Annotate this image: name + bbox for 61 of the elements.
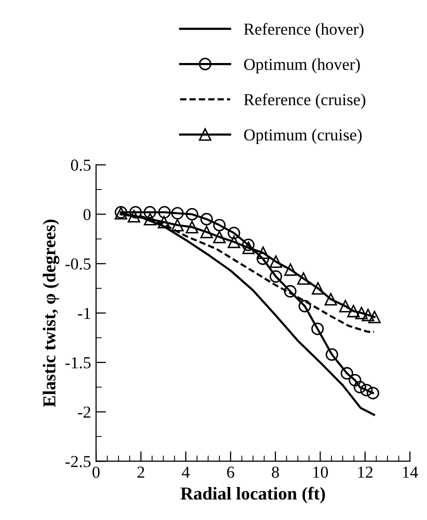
point [347,304,360,318]
x-tick-label: 2 [137,466,144,478]
point [298,300,312,312]
point [129,206,142,219]
point [144,206,156,219]
y-tick-label: 0.5 [71,160,91,171]
y-tick-label: -2 [78,406,90,418]
y-tick-label: -1.5 [65,357,91,368]
point [297,272,310,285]
point [360,384,373,396]
y-tick-label: -2.5 [65,456,91,468]
point [324,292,338,306]
x-tick-label: 0 [92,466,100,478]
x-tick-label: 4 [182,466,190,478]
x-axis-title: Radial location (ft) [180,486,325,504]
y-axis-title: Elastic twist, φ (degrees) [42,220,60,407]
point [128,210,140,222]
point [326,348,338,361]
point [340,367,354,380]
point [186,220,198,234]
x-tick-label: 14 [403,466,418,478]
point [228,236,240,248]
point [171,207,184,220]
point [228,226,240,240]
legend-label: Optimum (cruise) [244,128,362,144]
x-tick-label: 10 [313,466,328,478]
point [200,212,213,226]
point [270,270,282,283]
y-tick-label: -1 [78,308,90,319]
point [311,322,324,336]
point [339,300,352,312]
point [144,212,156,226]
point [368,310,381,324]
point [284,285,296,298]
point [213,230,226,244]
point [158,206,171,219]
legend-label: Reference (hover) [244,22,364,38]
point [242,238,255,252]
point [171,218,184,232]
x-tick-label: 6 [227,466,234,478]
x-tick-label: 8 [272,466,279,478]
point [242,242,255,254]
point [354,380,366,394]
point [362,308,374,322]
point [348,374,362,386]
y-tick-label: 0 [84,208,91,220]
point [158,216,170,228]
point [355,306,368,320]
point [312,282,324,295]
point [200,226,213,238]
point [284,263,297,276]
point [270,255,282,268]
point [256,252,270,265]
point [186,208,198,220]
y-tick-label: -0.5 [65,258,91,270]
x-tick-label: 12 [358,466,372,478]
point [256,246,270,260]
point [366,386,380,400]
point [213,218,226,232]
legend-label: Optimum (hover) [244,58,360,74]
legend-label: Reference (cruise) [244,93,366,109]
